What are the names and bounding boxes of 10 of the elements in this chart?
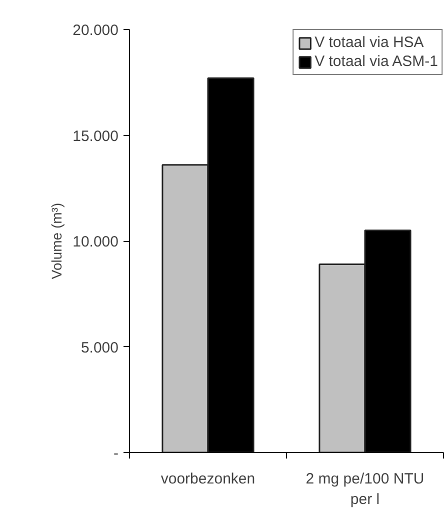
y-tick-label: 20.000 (72, 22, 119, 39)
y-tick-label: 5.000 (80, 339, 119, 356)
x-tick-label: voorbezonken (160, 470, 256, 488)
legend-label: V totaal via ASM-1 (314, 53, 438, 70)
y-tick-label: 15.000 (72, 128, 119, 145)
y-tick-label: 10.000 (72, 234, 119, 250)
legend-label: V totaal via HSA (314, 34, 424, 51)
y-tick-label: - (114, 445, 119, 462)
y-axis-title: Volume (m³) (48, 202, 65, 280)
x-tick-label: 2 mg pe/100 NTU per l (306, 470, 424, 508)
